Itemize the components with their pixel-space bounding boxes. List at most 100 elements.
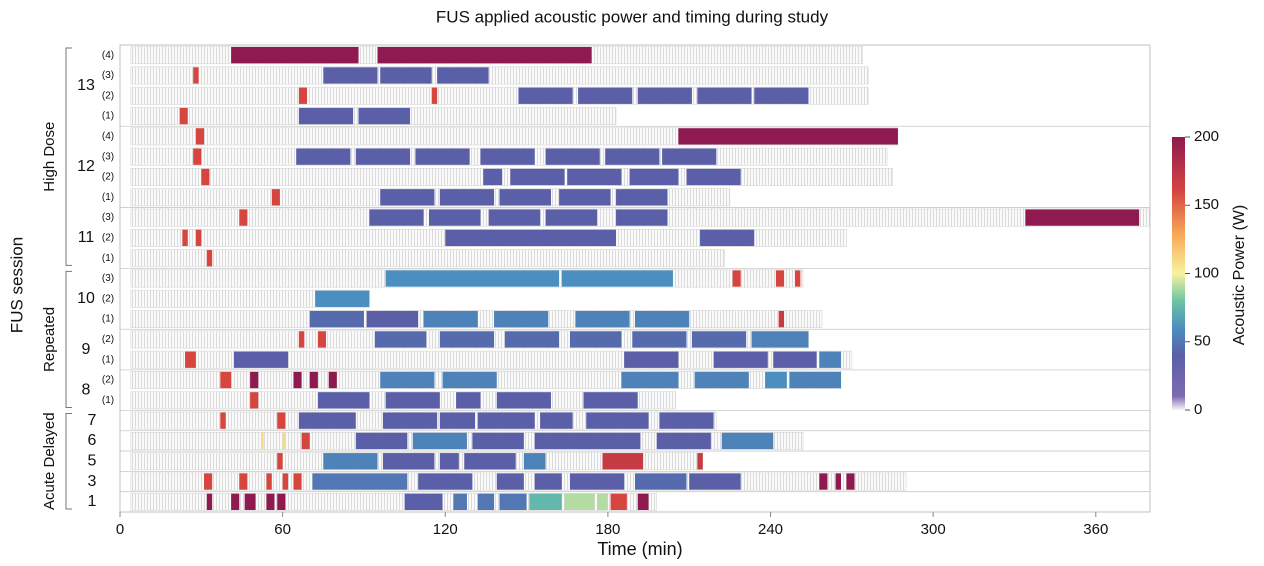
x-tick-label: 60	[274, 521, 291, 538]
plot-frame	[119, 44, 1151, 513]
power-block	[179, 107, 188, 125]
power-block	[721, 432, 774, 450]
row-label: (2)	[102, 233, 114, 244]
power-block	[632, 331, 687, 348]
power-block	[439, 189, 495, 206]
group-bracket	[65, 270, 72, 408]
power-block	[220, 412, 226, 429]
power-block	[244, 493, 256, 510]
row-label: (2)	[102, 334, 114, 345]
power-block	[355, 148, 411, 165]
power-block	[206, 493, 213, 510]
power-block	[835, 473, 841, 490]
power-block	[464, 453, 516, 470]
power-block	[195, 229, 202, 247]
power-block	[358, 107, 411, 125]
power-block	[431, 87, 438, 104]
row-label: (1)	[102, 354, 114, 365]
power-block	[775, 270, 785, 287]
power-block	[629, 168, 679, 186]
power-block	[488, 209, 541, 226]
power-block	[635, 473, 687, 490]
power-block	[293, 473, 302, 490]
power-block	[616, 189, 668, 206]
power-block	[437, 67, 489, 84]
colorbar-tick-label: 200	[1194, 128, 1219, 145]
power-block	[846, 473, 855, 490]
power-block	[694, 371, 749, 389]
x-tick-label: 240	[758, 521, 783, 538]
power-block	[439, 331, 495, 348]
power-block	[789, 371, 841, 389]
y-axis-label: FUS session	[7, 237, 26, 333]
power-block	[610, 493, 627, 510]
power-block	[678, 128, 898, 145]
power-block	[380, 189, 435, 206]
power-block	[713, 351, 768, 368]
power-block	[366, 310, 419, 328]
power-block	[355, 432, 408, 450]
power-block	[277, 493, 286, 510]
session-label: 9	[82, 341, 91, 358]
colorbar-tick-label: 0	[1194, 401, 1202, 418]
power-block	[778, 310, 785, 328]
power-block	[266, 473, 272, 490]
power-block	[439, 453, 459, 470]
power-block	[583, 392, 638, 409]
power-block	[415, 148, 470, 165]
power-block	[385, 270, 560, 287]
power-block	[480, 148, 535, 165]
group-label: Repeated	[41, 307, 58, 372]
power-block	[296, 148, 351, 165]
row-label: (2)	[102, 293, 114, 304]
power-block	[540, 412, 573, 429]
power-block	[369, 209, 424, 226]
power-block	[686, 168, 741, 186]
x-tick-label: 0	[116, 521, 124, 538]
power-block	[754, 87, 809, 104]
power-block	[477, 412, 535, 429]
power-block	[624, 351, 679, 368]
power-block	[732, 270, 741, 287]
power-block	[697, 453, 703, 470]
power-block	[317, 392, 370, 409]
power-block	[700, 229, 755, 247]
row-label: (3)	[102, 70, 114, 81]
power-block	[456, 392, 481, 409]
power-block	[605, 148, 660, 165]
power-block	[374, 331, 427, 348]
power-block	[439, 412, 476, 429]
row-label: (1)	[102, 395, 114, 406]
power-block	[504, 331, 560, 348]
power-block	[282, 473, 289, 490]
power-block	[301, 432, 310, 450]
power-block	[697, 87, 752, 104]
power-block	[312, 473, 408, 490]
power-block	[616, 209, 668, 226]
colorbar-tick-label: 150	[1194, 196, 1219, 213]
power-block	[561, 270, 673, 287]
power-block	[385, 392, 440, 409]
power-block	[206, 250, 213, 267]
power-block	[293, 371, 302, 389]
power-block	[260, 432, 264, 450]
power-block	[239, 473, 248, 490]
power-block	[317, 331, 326, 348]
x-tick-label: 120	[433, 521, 458, 538]
power-block	[662, 148, 717, 165]
power-block	[621, 371, 679, 389]
power-block	[575, 310, 630, 328]
power-block	[182, 229, 188, 247]
power-block	[328, 371, 337, 389]
row-span	[130, 66, 869, 85]
power-block	[185, 351, 196, 368]
session-label: 5	[88, 452, 97, 469]
power-block	[445, 229, 617, 247]
row-label: (1)	[102, 314, 114, 325]
x-axis-label: Time (min)	[597, 539, 682, 559]
power-block	[691, 331, 747, 348]
power-block	[382, 412, 438, 429]
row-label: (3)	[102, 212, 114, 223]
x-tick-label: 360	[1083, 521, 1108, 538]
